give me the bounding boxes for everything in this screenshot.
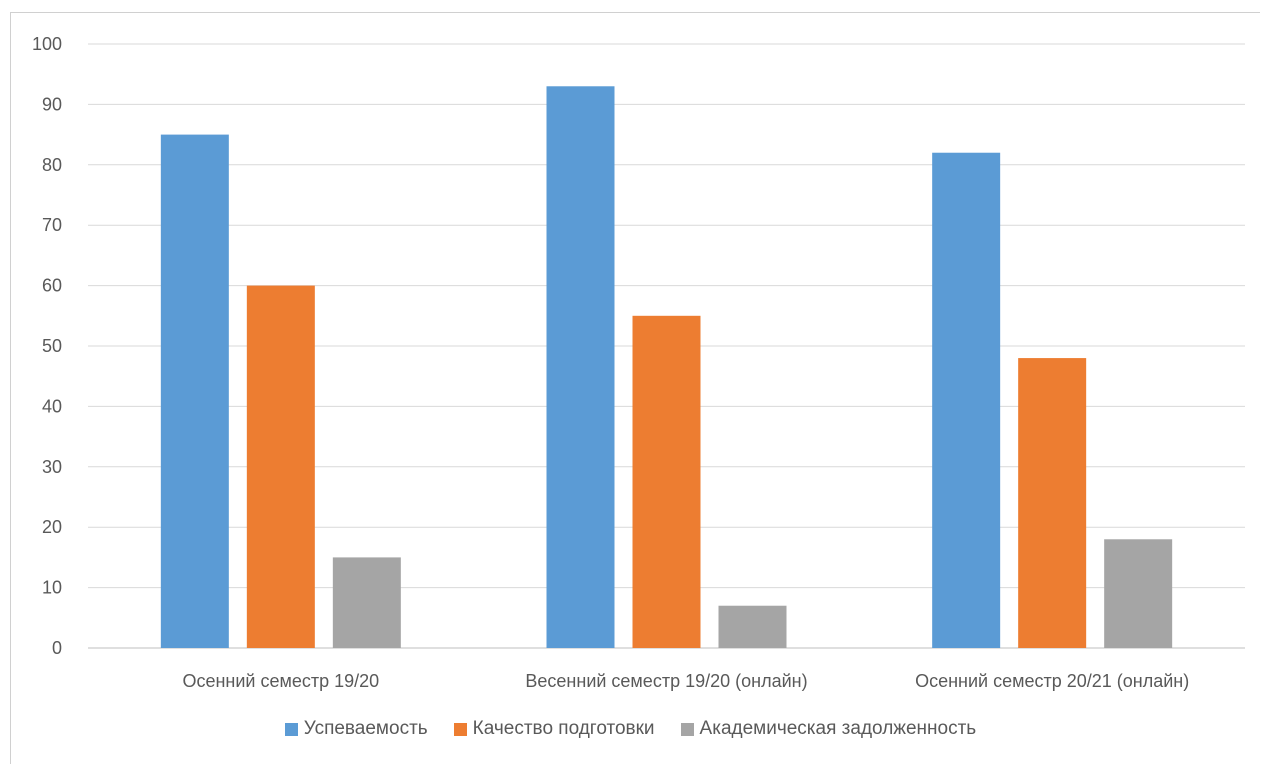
y-tick-label: 80 xyxy=(42,155,62,175)
legend-swatch xyxy=(284,722,298,736)
legend-label: Качество подготовки xyxy=(472,718,655,739)
bar xyxy=(718,605,787,648)
chart-frame xyxy=(10,12,1260,764)
x-category-label: Осенний семестр 20/21 (онлайн) xyxy=(915,671,1189,691)
legend-item: Успеваемость xyxy=(284,718,428,740)
y-tick-label: 40 xyxy=(42,396,62,416)
legend-swatch xyxy=(453,722,467,736)
bar xyxy=(932,152,1001,648)
bar xyxy=(1104,539,1173,648)
bar xyxy=(160,134,229,649)
y-axis-ticks: 0 10 20 30 40 50 60 70 80 90 100 xyxy=(32,34,62,658)
legend-swatch xyxy=(680,722,694,736)
legend-label: Академическая задолженность xyxy=(699,718,977,739)
legend-item: Академическая задолженность xyxy=(680,718,977,740)
legend-item: Качество подготовки xyxy=(453,718,655,740)
legend: Успеваемость Качество подготовки Академиче… xyxy=(0,718,1261,740)
x-category-label: Осенний семестр 19/20 xyxy=(182,671,379,691)
bar xyxy=(1018,358,1087,648)
y-tick-label: 60 xyxy=(42,276,62,296)
y-tick-label: 70 xyxy=(42,215,62,235)
bars xyxy=(160,86,1173,649)
y-tick-label: 100 xyxy=(32,34,62,54)
x-axis-labels: Осенний семестр 19/20 Весенний семестр 19… xyxy=(182,671,1189,691)
y-tick-label: 10 xyxy=(42,578,62,598)
y-tick-label: 0 xyxy=(52,638,62,658)
y-tick-label: 20 xyxy=(42,517,62,537)
bar xyxy=(632,315,701,648)
bar xyxy=(332,557,401,648)
legend-label: Успеваемость xyxy=(303,718,428,739)
y-tick-label: 50 xyxy=(42,336,62,356)
y-tick-label: 30 xyxy=(42,457,62,477)
x-category-label: Весенний семестр 19/20 (онлайн) xyxy=(525,671,807,691)
bar xyxy=(546,86,615,648)
bar xyxy=(246,285,315,648)
y-tick-label: 90 xyxy=(42,94,62,114)
